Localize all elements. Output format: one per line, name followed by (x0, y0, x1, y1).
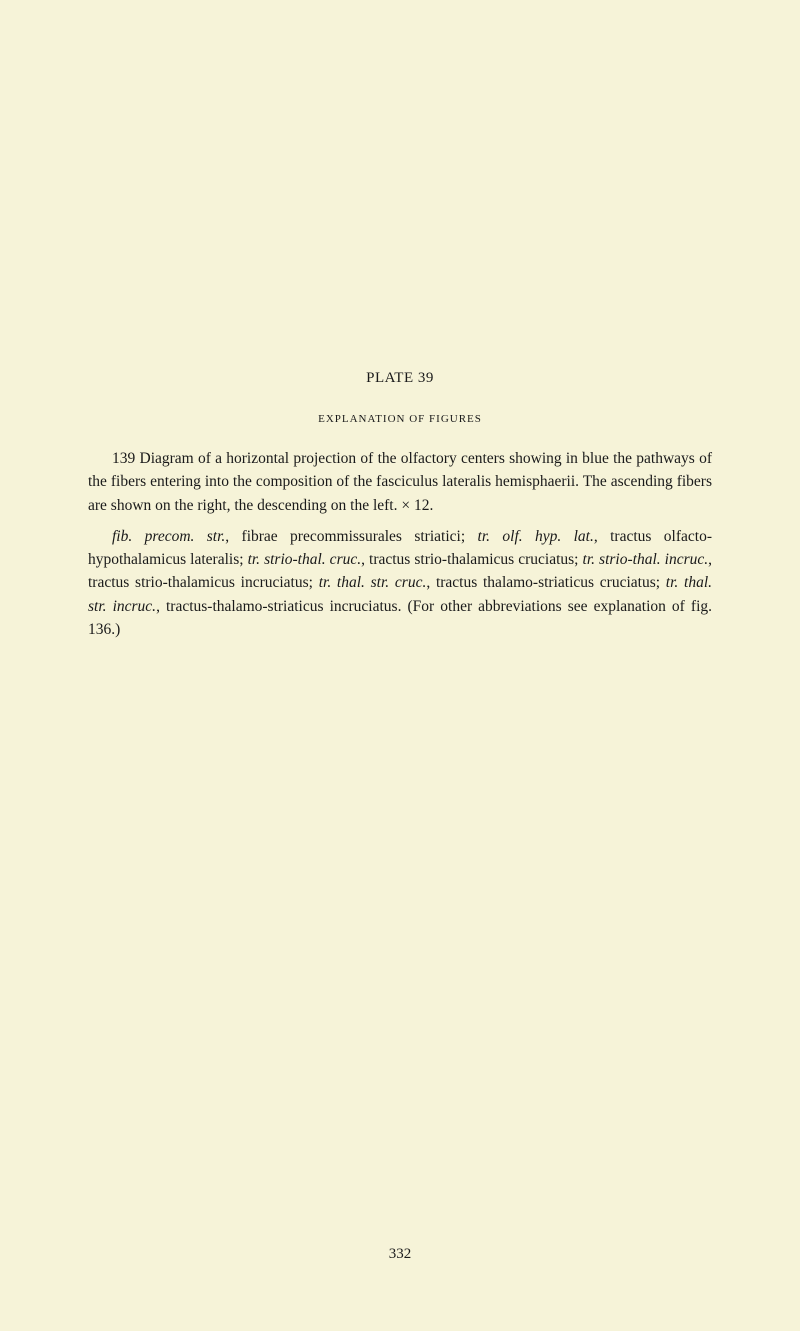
page-number: 332 (0, 1246, 800, 1263)
paragraph-1: 139 Diagram of a horizontal projection o… (88, 447, 712, 517)
abbr-tr-strio-thal-cruc: tr. strio-thal. cruc. (248, 551, 362, 568)
text-6: , tractus-thalamo-striaticus incruciatus… (88, 598, 712, 638)
plate-title: PLATE 39 (88, 370, 712, 387)
abbr-fib-precom-str: fib. precom. str. (112, 528, 225, 545)
abbr-tr-olf-hyp-lat: tr. olf. hyp. lat. (478, 528, 594, 545)
page-content: PLATE 39 EXPLANATION OF FIGURES 139 Diag… (0, 0, 800, 641)
abbr-tr-thal-str-cruc: tr. thal. str. cruc. (319, 574, 427, 591)
text-5: , tractus thalamo-striaticus cruciatus; (426, 574, 665, 591)
explanation-subtitle: EXPLANATION OF FIGURES (88, 413, 712, 425)
abbr-tr-strio-thal-incruc: tr. strio-thal. incruc. (583, 551, 709, 568)
text-1: , fibrae precommissurales striatici; (225, 528, 477, 545)
figure-number: 139 (112, 450, 135, 467)
paragraph-2: fib. precom. str., fibrae precommissural… (88, 525, 712, 641)
paragraph-1-text: Diagram of a horizontal projection of th… (88, 450, 712, 514)
text-3: , tractus strio-thalamicus cruciatus; (361, 551, 582, 568)
